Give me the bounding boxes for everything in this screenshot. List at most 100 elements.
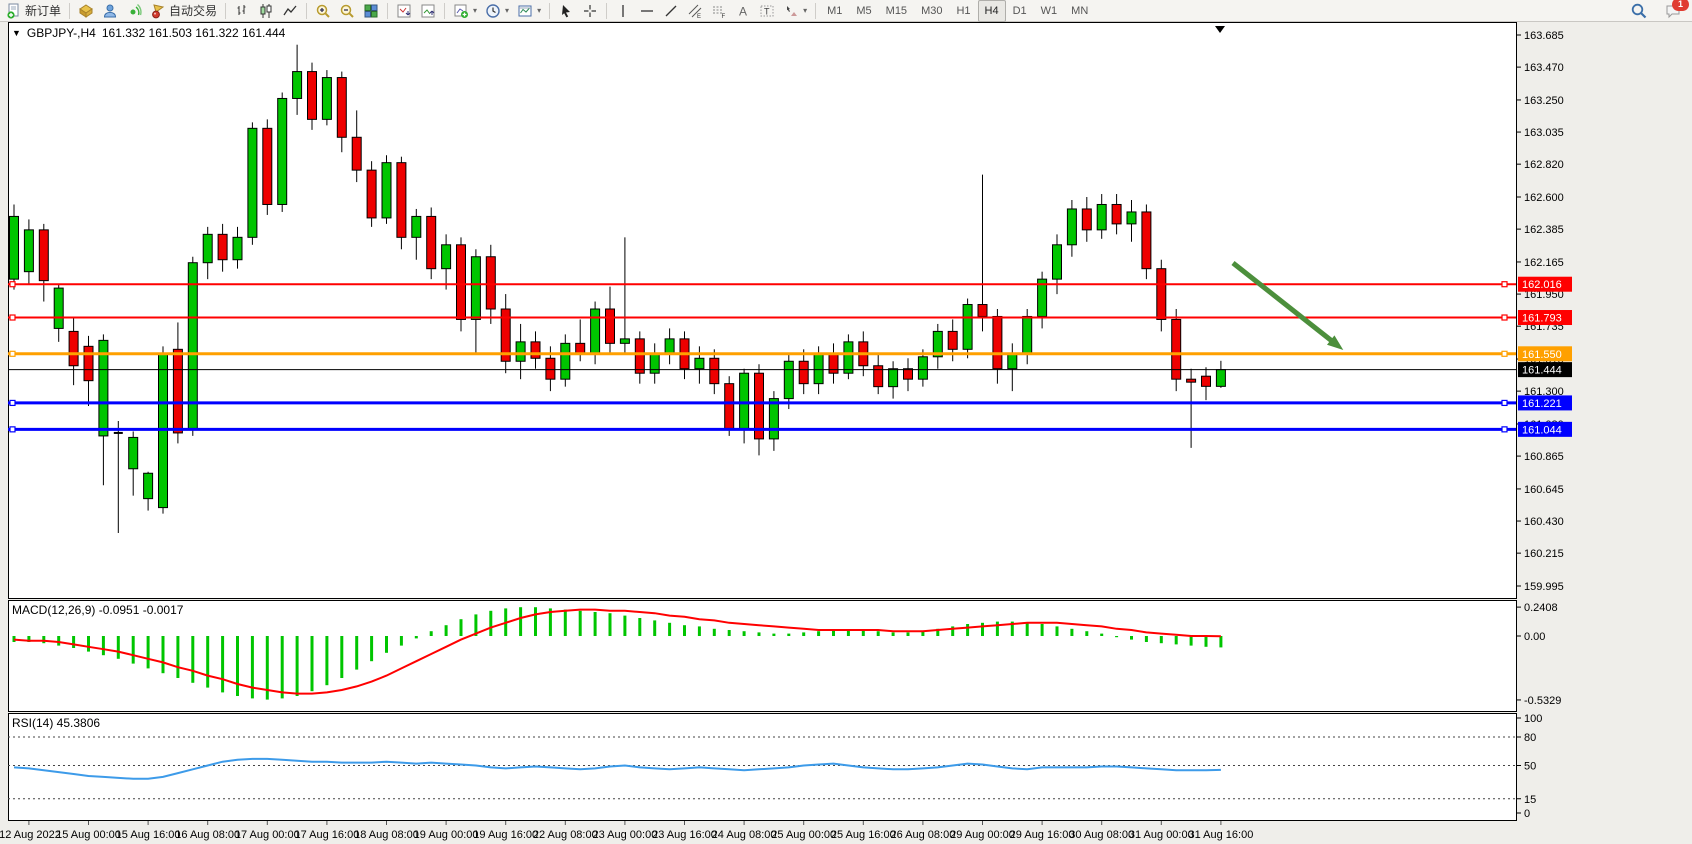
- chart-canvas[interactable]: 163.685 163.470 163.250 163.035 162.820 162.6…: [0, 22, 1692, 844]
- data-window-button[interactable]: [98, 0, 122, 22]
- period-button[interactable]: ▾: [481, 0, 513, 22]
- macd-pane[interactable]: [8, 600, 1517, 712]
- time-tick-label: 19 Aug 00:00: [414, 829, 479, 841]
- crosshair-button[interactable]: [578, 0, 602, 22]
- line-price-label: 161.044: [1522, 424, 1562, 436]
- bull-candle: [441, 244, 452, 270]
- chart-window-button[interactable]: [74, 0, 98, 22]
- toolbar-group: [392, 0, 440, 22]
- text-button[interactable]: A: [731, 0, 755, 22]
- price-tick-label: 162.820: [1524, 159, 1564, 171]
- price-axis[interactable]: 163.685 163.470 163.250 163.035 162.820 162.6…: [1516, 30, 1572, 820]
- search-button[interactable]: [1626, 0, 1652, 22]
- bull-candle: [53, 287, 64, 329]
- trendline-button[interactable]: [659, 0, 683, 22]
- fibonacci-button[interactable]: F: [707, 0, 731, 22]
- bull-candle: [560, 342, 571, 380]
- timeframe-m15-button[interactable]: M15: [885, 4, 908, 17]
- rsi-pane[interactable]: [8, 713, 1517, 821]
- timeframe-m1-button[interactable]: M1: [827, 4, 843, 17]
- shapes-button[interactable]: ▾: [779, 0, 811, 22]
- timeframe-d1-button[interactable]: D1: [1012, 4, 1027, 17]
- line-chart-icon: [282, 3, 298, 19]
- timeframe-h1-button[interactable]: H1: [956, 4, 971, 17]
- chat-icon: 1: [1664, 0, 1689, 20]
- autotrading-button[interactable]: 自动交易: [146, 0, 221, 22]
- zoom-in-icon: [315, 3, 331, 19]
- main-pane[interactable]: [8, 22, 1517, 599]
- line-handle[interactable]: [1501, 399, 1508, 407]
- line-handle[interactable]: [9, 426, 16, 433]
- toolbar-group: [311, 0, 383, 22]
- timeframe-mn-button[interactable]: MN: [1071, 4, 1089, 17]
- add-indicator-button[interactable]: ▾: [449, 0, 481, 22]
- timeframe-h4-button[interactable]: H4: [977, 0, 1006, 22]
- time-tick-label: 12 Aug 2022: [0, 829, 61, 841]
- chevron-down-icon[interactable]: ▾: [505, 6, 510, 15]
- bear-candle: [1186, 378, 1197, 383]
- bear-candle: [366, 169, 377, 219]
- tile-windows-button[interactable]: [359, 0, 383, 22]
- line-handle[interactable]: [1501, 350, 1508, 357]
- horizontal-line-objects[interactable]: [8, 281, 1516, 433]
- text-label-icon: T: [759, 3, 775, 19]
- toolbar-separator: [387, 2, 389, 19]
- channel-button[interactable]: E: [683, 0, 707, 22]
- chevron-down-icon[interactable]: ▾: [803, 6, 808, 15]
- indicator-window-2-button[interactable]: [416, 0, 440, 22]
- bear-candle: [530, 341, 541, 359]
- trend-arrow-annotation[interactable]: [1231, 261, 1344, 350]
- chevron-down-icon[interactable]: ▾: [537, 6, 542, 15]
- bull-candle: [381, 162, 392, 219]
- search-icon: [1630, 2, 1648, 20]
- signal-icon: [126, 3, 142, 19]
- bear-candle: [351, 136, 362, 171]
- fibonacci-icon: F: [711, 3, 727, 19]
- candlestick-button[interactable]: [254, 0, 278, 22]
- bull-candle: [202, 233, 213, 264]
- time-tick-label: 23 Aug 00:00: [592, 829, 657, 841]
- time-tick-label: 29 Aug 00:00: [950, 829, 1015, 841]
- template-button[interactable]: ▾: [513, 0, 545, 22]
- timeframe-w1-button[interactable]: W1: [1040, 4, 1058, 17]
- line-handle[interactable]: [1501, 426, 1508, 433]
- template-icon: [517, 3, 533, 19]
- bar-chart-button[interactable]: [230, 0, 254, 22]
- line-chart-button[interactable]: [278, 0, 302, 22]
- vertical-line-button[interactable]: [611, 0, 635, 22]
- time-tick-label: 18 Aug 08:00: [354, 829, 419, 841]
- indicator-window-button[interactable]: [392, 0, 416, 22]
- text-label-button[interactable]: T: [755, 0, 779, 22]
- navigator-button[interactable]: [122, 0, 146, 22]
- timeframe-m5-button[interactable]: M5: [856, 4, 872, 17]
- bull-candle: [843, 341, 854, 374]
- bull-candle: [813, 353, 824, 385]
- price-tick-label: 160.430: [1524, 516, 1564, 528]
- zoom-in-button[interactable]: [311, 0, 335, 22]
- line-handle[interactable]: [9, 399, 16, 407]
- line-handle[interactable]: [9, 314, 16, 321]
- bear-candle: [1171, 318, 1182, 380]
- toolbar: 新订单 自动交易 ▾ ▾ ▾ E F A T ▾ M1 M5 M15 M30 H1 H4 D1 W1 MN 1: [0, 0, 1692, 22]
- line-handle[interactable]: [1501, 314, 1508, 321]
- bull-candle: [128, 436, 139, 470]
- notifications-button[interactable]: 1: [1660, 0, 1689, 22]
- bull-candle: [962, 304, 973, 350]
- horizontal-line-button[interactable]: [635, 0, 659, 22]
- bull-candle: [768, 398, 779, 440]
- line-handle[interactable]: [9, 350, 16, 357]
- svg-text:F: F: [722, 14, 726, 19]
- chevron-down-icon[interactable]: ▾: [473, 6, 478, 15]
- cursor-button[interactable]: [554, 0, 578, 22]
- timeframe-m30-button[interactable]: M30: [921, 4, 943, 17]
- notification-badge: 1: [1672, 0, 1689, 11]
- chart-area[interactable]: 163.685 163.470 163.250 163.035 162.820 162.6…: [0, 22, 1692, 844]
- bar-shift-marker-icon[interactable]: [1215, 26, 1225, 33]
- macd-signal-line: [13, 608, 1221, 695]
- line-handle[interactable]: [9, 281, 16, 288]
- zoom-out-button[interactable]: [335, 0, 359, 22]
- line-handle[interactable]: [1501, 281, 1508, 288]
- new-order-button[interactable]: 新订单: [2, 0, 65, 22]
- price-tick-label: 159.995: [1524, 581, 1564, 593]
